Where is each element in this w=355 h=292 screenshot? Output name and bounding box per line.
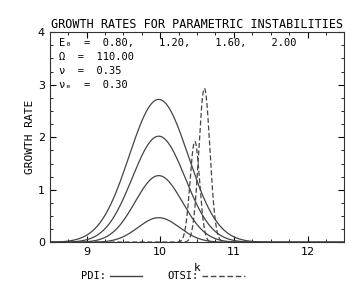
- Title: GROWTH RATES FOR PARAMETRIC INSTABILITIES: GROWTH RATES FOR PARAMETRIC INSTABILITIE…: [51, 18, 343, 31]
- Text: E₀  =  0.80,    1.20,    1.60,    2.00
Ω  =  110.00
ν  =  0.35
νₑ  =  0.30: E₀ = 0.80, 1.20, 1.60, 2.00 Ω = 110.00 ν…: [59, 39, 296, 91]
- X-axis label: k: k: [193, 263, 201, 273]
- Y-axis label: GROWTH RATE: GROWTH RATE: [25, 100, 35, 174]
- Text: OTSI:: OTSI:: [168, 271, 199, 281]
- Text: PDI:: PDI:: [82, 271, 106, 281]
